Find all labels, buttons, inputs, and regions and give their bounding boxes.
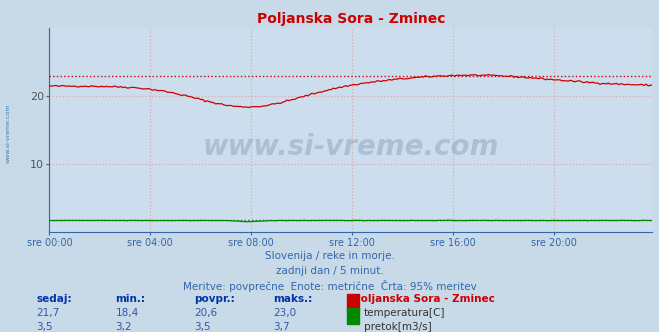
Title: Poljanska Sora - Zminec: Poljanska Sora - Zminec xyxy=(256,12,445,26)
Text: 3,2: 3,2 xyxy=(115,322,132,332)
Text: www.si-vreme.com: www.si-vreme.com xyxy=(5,103,11,163)
Text: 21,7: 21,7 xyxy=(36,308,59,318)
Text: maks.:: maks.: xyxy=(273,294,313,304)
Text: Slovenija / reke in morje.: Slovenija / reke in morje. xyxy=(264,251,395,261)
Text: pretok[m3/s]: pretok[m3/s] xyxy=(364,322,432,332)
Text: sedaj:: sedaj: xyxy=(36,294,72,304)
Text: 20,6: 20,6 xyxy=(194,308,217,318)
Text: temperatura[C]: temperatura[C] xyxy=(364,308,445,318)
Text: 3,5: 3,5 xyxy=(36,322,53,332)
Text: 23,0: 23,0 xyxy=(273,308,297,318)
Text: 3,7: 3,7 xyxy=(273,322,290,332)
Text: 3,5: 3,5 xyxy=(194,322,211,332)
Text: zadnji dan / 5 minut.: zadnji dan / 5 minut. xyxy=(275,266,384,276)
Text: povpr.:: povpr.: xyxy=(194,294,235,304)
Text: Meritve: povprečne  Enote: metrične  Črta: 95% meritev: Meritve: povprečne Enote: metrične Črta:… xyxy=(183,280,476,291)
Text: min.:: min.: xyxy=(115,294,146,304)
Text: 18,4: 18,4 xyxy=(115,308,138,318)
Text: Poljanska Sora - Zminec: Poljanska Sora - Zminec xyxy=(353,294,494,304)
Text: www.si-vreme.com: www.si-vreme.com xyxy=(203,133,499,161)
